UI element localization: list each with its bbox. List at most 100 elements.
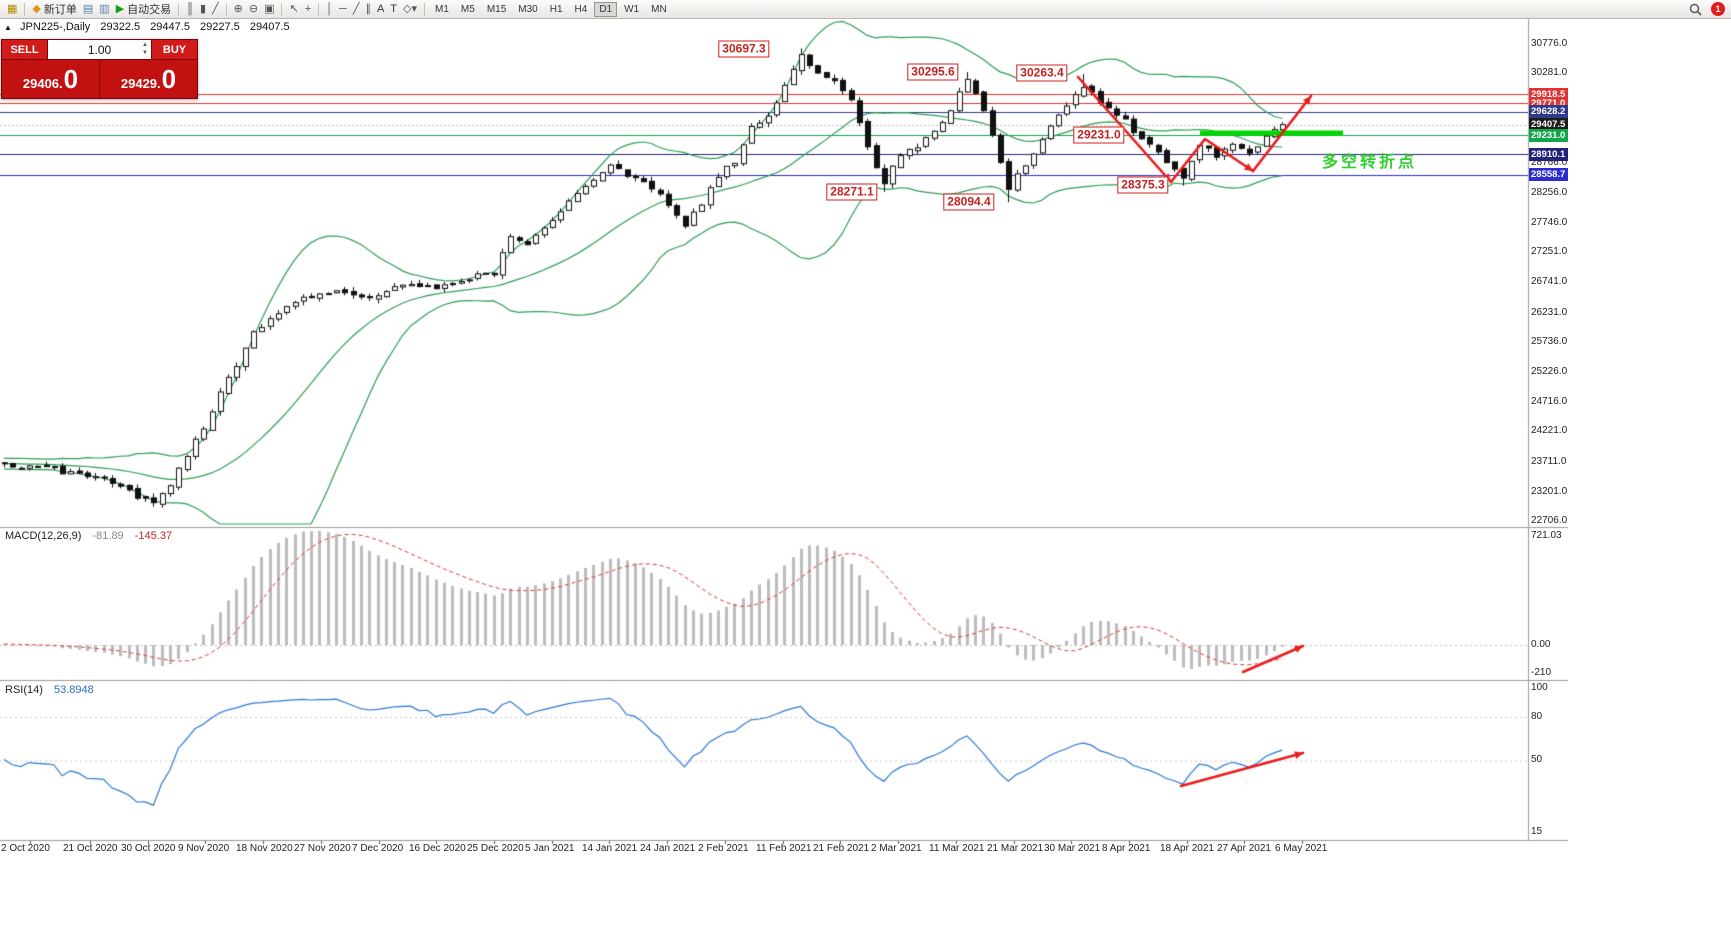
channel-icon: ∥	[365, 2, 371, 15]
buy-price-main: 29429	[120, 76, 158, 91]
price-axis-tick: 30776.0	[1531, 37, 1568, 49]
tile-windows-icon: ▣	[264, 2, 275, 15]
timeframe-mn[interactable]: MN	[646, 2, 672, 17]
macd-axis-label: -210	[1531, 667, 1552, 678]
price-axis-tick: 25736.0	[1531, 335, 1568, 347]
autotrade-button-label: 自动交易	[127, 4, 172, 16]
timeframe-d1[interactable]: D1	[594, 1, 618, 17]
toolbar-separator	[424, 2, 425, 16]
autotrade-button[interactable]: ▶ 自动交易	[113, 1, 174, 17]
buy-button[interactable]: BUY	[151, 39, 198, 60]
zoom-in-icon[interactable]: ⊕	[231, 1, 246, 17]
price-axis-tick: 25226.0	[1531, 365, 1568, 377]
timeframe-w1[interactable]: W1	[619, 2, 644, 17]
trade-price-divider	[99, 60, 100, 98]
volume-spinner[interactable]: ▲ ▼	[142, 42, 148, 58]
timeframe-m15[interactable]: M15	[482, 2, 511, 17]
line-chart-icon: ╱	[212, 2, 219, 15]
crosshair-icon: +	[304, 2, 312, 15]
new-order-button-label: 新订单	[43, 4, 77, 16]
price-annotation-box[interactable]: 28375.3	[1117, 176, 1169, 194]
search-button[interactable]	[1686, 1, 1705, 17]
date-label: 11 Mar 2021	[929, 843, 985, 854]
tile-windows-icon[interactable]: ▣	[261, 1, 277, 17]
price-axis-tick: 26741.0	[1531, 276, 1568, 288]
buy-price[interactable]: 29429 . 0	[100, 66, 197, 92]
sell-price[interactable]: 29406 . 0	[2, 66, 99, 92]
timeframe-m30[interactable]: M30	[513, 2, 542, 17]
rsi-axis-label: 50	[1531, 754, 1543, 765]
shapes-dropdown-icon[interactable]: ◇▾	[400, 1, 420, 17]
search-icon	[1689, 3, 1702, 16]
sell-price-big-digit: 0	[63, 64, 79, 94]
diamond-icon: ◆	[32, 2, 41, 15]
timeframe-h4[interactable]: H4	[570, 2, 593, 17]
date-label: 18 Apr 2021	[1160, 843, 1214, 854]
date-label: 2 Feb 2021	[698, 843, 749, 854]
price-axis-badge: 28558.7	[1529, 168, 1568, 182]
toolbar-separator	[225, 2, 227, 16]
toolbar-right: 1	[1686, 1, 1727, 17]
date-label: 30 Mar 2021	[1044, 843, 1101, 854]
bar-chart-icon[interactable]: ║	[183, 1, 197, 17]
timeframe-h1[interactable]: H1	[545, 2, 568, 17]
arrow-tool-icon[interactable]: T	[387, 1, 400, 17]
zoom-in-icon: ⊕	[233, 2, 243, 15]
arrow-tool-icon: T	[390, 2, 398, 15]
new-order-button[interactable]: ◆ 新订单	[29, 1, 79, 17]
price-annotation-box[interactable]: 30263.4	[1016, 64, 1068, 82]
date-label: 16 Dec 2020	[409, 843, 466, 854]
zoom-out-icon[interactable]: ⊖	[246, 1, 261, 17]
notification-badge[interactable]: 1	[1711, 2, 1725, 16]
rsi-axis-label: 100	[1531, 682, 1548, 693]
horizontal-line-icon: ─	[339, 2, 347, 15]
price-annotation-box[interactable]: 29231.0	[1073, 126, 1125, 144]
trade-panel-toggle-icon[interactable]: ▲	[4, 23, 12, 32]
price-axis-badge: 29628.2	[1529, 105, 1568, 119]
candlestick-chart-icon: ▮	[199, 2, 207, 15]
price-axis-tick: 28256.0	[1531, 186, 1568, 198]
date-label: 7 Dec 2020	[352, 843, 404, 854]
price-axis-tick: 26231.0	[1531, 306, 1568, 318]
channel-icon[interactable]: ∥	[362, 1, 374, 17]
timeframe-m1[interactable]: M1	[430, 2, 454, 17]
price-annotation-box[interactable]: 28271.1	[826, 183, 878, 201]
vertical-line-icon[interactable]: │	[323, 1, 336, 17]
price-axis-tick: 27746.0	[1531, 216, 1568, 228]
date-label: 2 Oct 2020	[1, 843, 50, 854]
price-annotation-box[interactable]: 30697.3	[718, 40, 770, 58]
main-toolbar: ▦ ◆ 新订单 ▤ ▥ ▶ 自动交易 ║ ▮ ╱ ⊕ ⊖ ▣ ↖ + │ ─ ╱ ∥ A T ◇▾ M1 M5 M15 M30 H1…	[0, 0, 1731, 19]
sell-price-dot: .	[59, 76, 63, 91]
horizontal-line-icon[interactable]: ─	[336, 1, 350, 17]
profile-icon[interactable]: ▥	[96, 1, 112, 17]
turning-point-annotation[interactable]: 多空转折点	[1322, 154, 1418, 171]
macd-axis-label: 0.00	[1531, 639, 1551, 650]
price-axis-tick: 22706.0	[1531, 514, 1568, 526]
crosshair-icon[interactable]: +	[302, 1, 314, 17]
cursor-icon[interactable]: ↖	[286, 1, 301, 17]
text-tool-icon[interactable]: A	[374, 1, 387, 17]
price-axis-badge: 29231.0	[1529, 128, 1568, 142]
new-chart-icon[interactable]: ▦	[4, 1, 20, 17]
spin-down-icon[interactable]: ▼	[142, 49, 148, 56]
price-annotation-box[interactable]: 28094.4	[943, 193, 995, 211]
spin-up-icon[interactable]: ▲	[142, 42, 148, 48]
volume-input[interactable]: 1.00 ▲ ▼	[48, 39, 151, 60]
chart-window-icon[interactable]: ▤	[80, 1, 96, 17]
sell-button[interactable]: SELL	[1, 39, 48, 60]
candlestick-chart-icon[interactable]: ▮	[197, 1, 209, 17]
price-annotation-box[interactable]: 30295.6	[907, 63, 959, 81]
buy-price-big-digit: 0	[161, 64, 177, 94]
toolbar-separator	[178, 2, 180, 16]
price-axis-badge: 29407.5	[1529, 118, 1568, 132]
trendline-icon[interactable]: ╱	[350, 1, 363, 17]
ohlc-open: 29322.5	[100, 21, 141, 33]
price-axis-tick: 23201.0	[1531, 485, 1568, 497]
timeframe-m5[interactable]: M5	[456, 2, 480, 17]
volume-value: 1.00	[87, 42, 112, 57]
line-chart-icon[interactable]: ╱	[209, 1, 222, 17]
sell-price-main: 29406	[22, 76, 60, 91]
macd-title: MACD(12,26,9)	[5, 530, 82, 542]
